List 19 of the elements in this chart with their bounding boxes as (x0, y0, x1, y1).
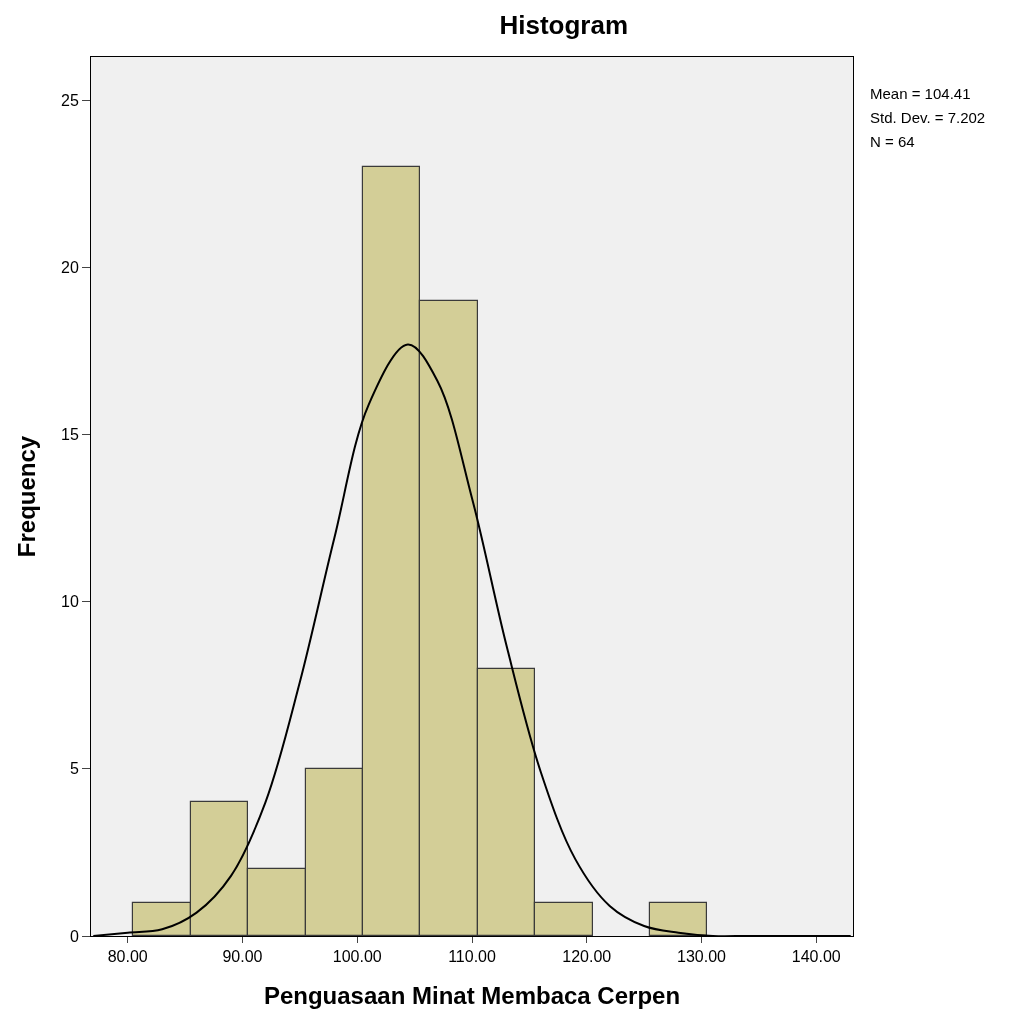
y-tick-label: 10 (61, 593, 79, 611)
x-tick-label: 140.00 (791, 948, 841, 966)
x-tick-label: 130.00 (677, 948, 727, 966)
y-tick-label: 25 (61, 92, 79, 110)
text: Mean = 104.41 (870, 85, 971, 102)
x-axis-title: Penguasaan Minat Membaca Cerpen (263, 981, 681, 1009)
y-tick-label: 20 (61, 259, 79, 277)
x-tick-label: 90.00 (222, 948, 263, 966)
text: N = 64 (870, 133, 915, 150)
y-tick-label: 0 (69, 927, 79, 945)
text: Std. Dev. = 7.202 (870, 109, 986, 126)
x-tick-label: 120.00 (562, 948, 612, 966)
x-tick-label: 100.00 (332, 948, 382, 966)
y-tick-label: 5 (69, 760, 79, 778)
y-tick-label: 15 (61, 426, 79, 444)
x-tick-label: 110.00 (448, 948, 496, 966)
y-axis-title: Frequency (13, 435, 41, 558)
chart-title: Histogram (499, 9, 629, 40)
x-tick-label: 80.00 (107, 948, 148, 966)
